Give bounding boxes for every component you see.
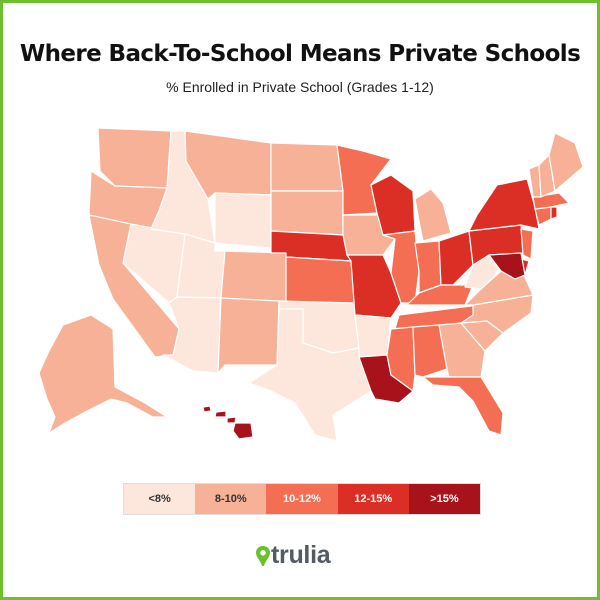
map-title: Where Back-To-School Means Private Schoo… bbox=[19, 41, 581, 67]
legend-item-8-10: 8-10% bbox=[195, 484, 267, 514]
state-NJ bbox=[520, 228, 534, 260]
legend-label: 8-10% bbox=[214, 493, 247, 505]
state-WA bbox=[97, 127, 172, 189]
legend-label: <8% bbox=[148, 493, 171, 505]
trulia-logo: trulia bbox=[255, 541, 331, 570]
state-CO bbox=[220, 250, 287, 304]
us-choropleth-map bbox=[38, 127, 584, 442]
state-TX bbox=[248, 308, 372, 442]
state-MO bbox=[346, 254, 402, 319]
state-HI bbox=[202, 405, 254, 440]
state-ME bbox=[548, 132, 584, 192]
state-IL bbox=[382, 230, 420, 304]
legend-label: >15% bbox=[430, 493, 459, 505]
state-AK bbox=[38, 314, 168, 434]
state-IN bbox=[414, 240, 442, 294]
state-KS bbox=[285, 256, 356, 304]
state-SD bbox=[270, 190, 344, 236]
legend-item-under-8: <8% bbox=[124, 484, 196, 514]
legend-label: 12-15% bbox=[354, 493, 393, 505]
legend-item-12-15: 12-15% bbox=[337, 484, 409, 514]
state-FL bbox=[422, 376, 504, 436]
state-MD bbox=[488, 252, 526, 280]
map-legend: <8% 8-10% 10-12% 12-15% >15% bbox=[123, 483, 481, 515]
map-pin-icon bbox=[256, 545, 270, 566]
legend-item-10-12: 10-12% bbox=[266, 484, 338, 514]
state-AL bbox=[412, 324, 448, 378]
state-MI bbox=[414, 188, 452, 242]
state-AR bbox=[354, 314, 392, 358]
brand-name: trulia bbox=[271, 541, 331, 569]
map-subtitle: % Enrolled in Private School (Grades 1-1… bbox=[166, 79, 434, 95]
state-NM bbox=[217, 297, 280, 374]
state-RI bbox=[550, 206, 558, 220]
state-NY bbox=[468, 178, 540, 232]
state-WY bbox=[214, 192, 272, 249]
state-OH bbox=[438, 230, 474, 286]
legend-item-over-15: >15% bbox=[408, 484, 481, 514]
state-ND bbox=[270, 142, 344, 192]
legend-label: 10-12% bbox=[283, 493, 321, 505]
